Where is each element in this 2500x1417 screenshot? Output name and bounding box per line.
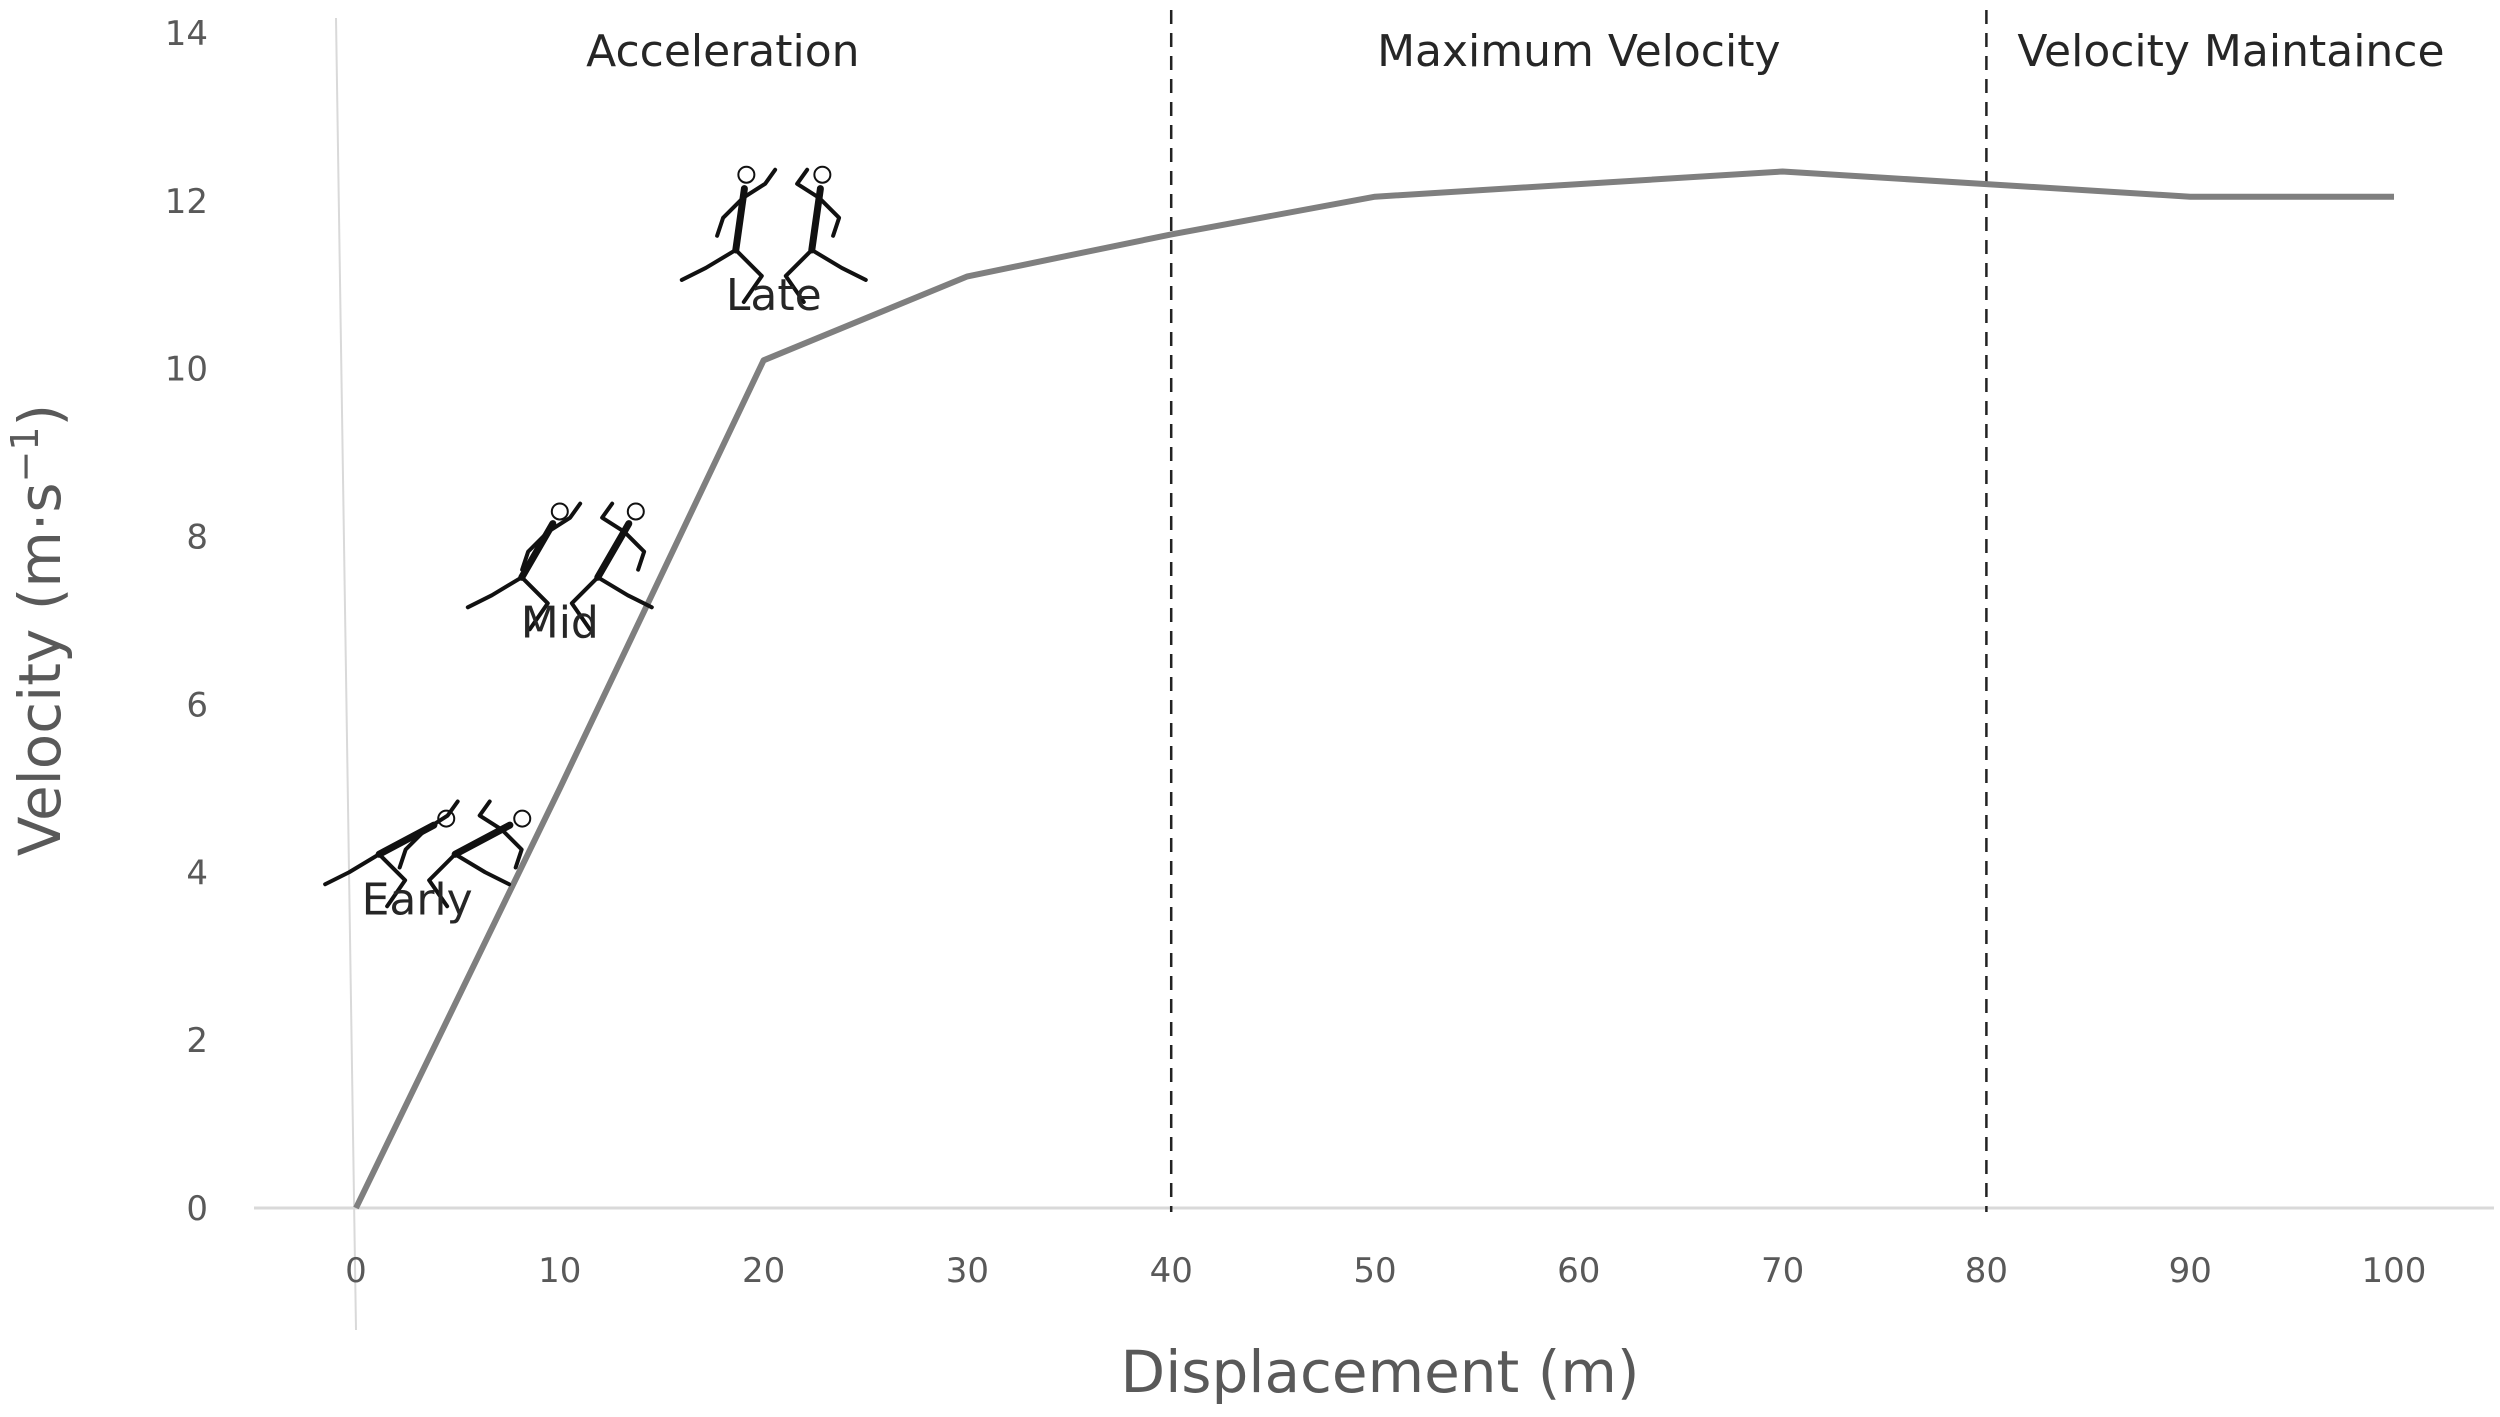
y-tick-label: 2 [186, 1021, 208, 1061]
y-axis-title-close: ) [6, 404, 74, 427]
x-tick-label: 30 [946, 1251, 989, 1291]
velocity-line [353, 168, 2394, 1210]
phase-label-maximum-velocity: Maximum Velocity [1377, 26, 1780, 77]
x-tick-label: 100 [2362, 1251, 2427, 1291]
runner-figure-icon [465, 501, 583, 632]
x-tick-label: 90 [2169, 1251, 2212, 1291]
y-tick-label: 14 [165, 14, 208, 54]
x-tick-label: 40 [1150, 1251, 1193, 1291]
stage-label-mid: Mid [521, 597, 599, 648]
y-tick-label: 0 [186, 1189, 208, 1229]
phase-dividers [1169, 10, 1988, 1212]
runner-illustrations [323, 165, 868, 909]
x-tick-label: 20 [742, 1251, 785, 1291]
y-axis-title-superscript: −1 [3, 426, 47, 482]
runner-figure-icon [783, 165, 868, 304]
tick-labels: 0 10 20 30 40 50 60 70 80 90 100 0 2 4 6 8 10 12 14 [165, 14, 2427, 1291]
phase-label-velocity-maintaince: Velocity Maintaince [2017, 26, 2444, 77]
y-axis-title-main: Velocity (m·s [6, 482, 74, 856]
axes [254, 17, 2494, 1331]
y-tick-label: 8 [186, 518, 208, 558]
x-tick-label: 10 [538, 1251, 581, 1291]
phase-label-acceleration: Acceleration [586, 26, 859, 77]
x-tick-label: 50 [1353, 1251, 1396, 1291]
x-tick-label: 60 [1557, 1251, 1600, 1291]
y-tick-label: 12 [165, 182, 208, 222]
x-tick-label: 70 [1761, 1251, 1804, 1291]
data-points [355, 171, 2395, 1209]
x-tick-label: 80 [1965, 1251, 2008, 1291]
y-tick-label: 10 [165, 350, 208, 390]
runner-figure-icon [427, 799, 532, 909]
y-axis-line [335, 17, 357, 1331]
y-tick-label: 4 [186, 853, 208, 893]
runner-figure-icon [679, 165, 778, 304]
y-axis-title: Velocity (m·s−1) [3, 404, 74, 856]
series [353, 168, 2394, 1210]
runner-figure-icon [323, 799, 460, 909]
y-tick-label: 6 [186, 685, 208, 725]
stage-label-late: Late [726, 270, 822, 321]
x-tick-label: 0 [345, 1251, 367, 1291]
stage-label-early: Early [362, 874, 473, 925]
runner-figure-icon [569, 501, 654, 632]
x-axis-title: Displacement (m) [1121, 1338, 1640, 1406]
